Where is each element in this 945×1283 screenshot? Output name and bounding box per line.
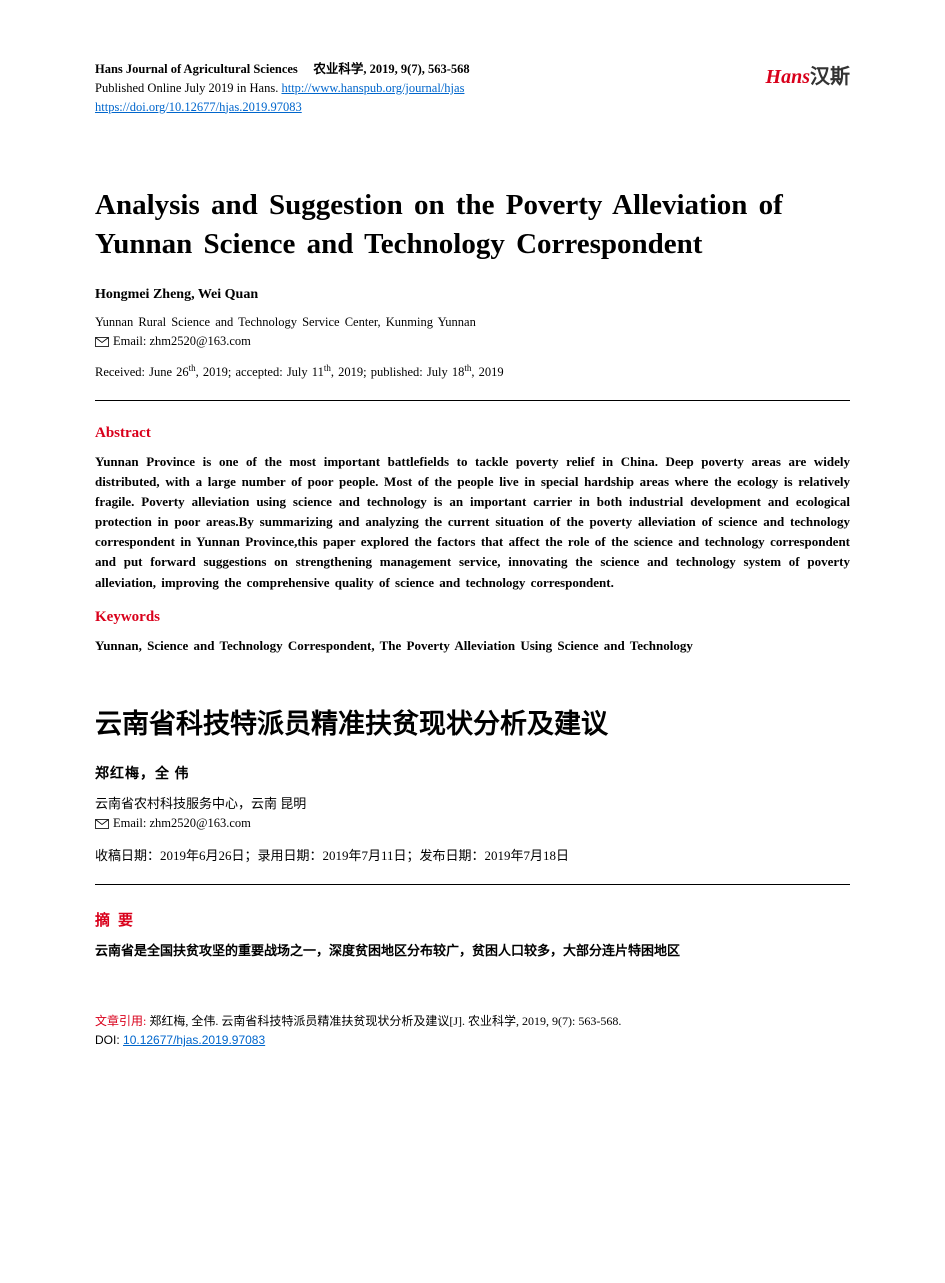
doi-label: DOI: <box>95 1033 123 1047</box>
published-label: , 2019; published: July 18 <box>331 365 465 379</box>
doi-line: https://doi.org/10.12677/hjas.2019.97083 <box>95 98 470 117</box>
cite-body: 郑红梅, 全伟. 云南省科技特派员精准扶贫现状分析及建议[J]. 农业科学, 2… <box>146 1014 621 1028</box>
doi-line-footer: DOI: 10.12677/hjas.2019.97083 <box>95 1031 850 1050</box>
article-title-en: Analysis and Suggestion on the Poverty A… <box>95 186 850 264</box>
divider-1 <box>95 400 850 401</box>
abstract-cn-heading: 摘要 <box>95 909 850 930</box>
mail-icon <box>95 818 109 828</box>
cite-label: 文章引用: <box>95 1014 146 1028</box>
header-meta: Hans Journal of Agricultural Sciences 农业… <box>95 60 470 116</box>
publication-line: Published Online July 2019 in Hans. http… <box>95 79 470 98</box>
email-row-cn: Email: zhm2520@163.com <box>95 816 850 831</box>
accepted-sup: th <box>324 363 331 373</box>
authors-en: Hongmei Zheng, Wei Quan <box>95 287 850 303</box>
page-header: Hans Journal of Agricultural Sciences 农业… <box>95 60 850 116</box>
abstract-text: Yunnan Province is one of the most impor… <box>95 452 850 593</box>
keywords-block: Keywords Yunnan, Science and Technology … <box>95 609 850 656</box>
email-row: Email: zhm2520@163.com <box>95 334 850 349</box>
doi-link-footer[interactable]: 10.12677/hjas.2019.97083 <box>123 1033 265 1047</box>
affiliation-cn: 云南省农村科技服务中心，云南 昆明 <box>95 793 850 812</box>
footer-citation: 文章引用: 郑红梅, 全伟. 云南省科技特派员精准扶贫现状分析及建议[J]. 农… <box>95 1012 850 1050</box>
accepted-label: , 2019; accepted: July 11 <box>196 365 324 379</box>
citation-line: 文章引用: 郑红梅, 全伟. 云南省科技特派员精准扶贫现状分析及建议[J]. 农… <box>95 1012 850 1031</box>
received-label: Received: June 26 <box>95 365 189 379</box>
dates-en: Received: June 26th, 2019; accepted: Jul… <box>95 363 850 380</box>
received-sup: th <box>189 363 196 373</box>
journal-url-link[interactable]: http://www.hanspub.org/journal/hjas <box>281 81 464 95</box>
journal-name-cn: 农业科学, 2019, 9(7), 563-568 <box>313 62 469 76</box>
logo-hans-text: Hans <box>766 66 810 88</box>
email-text: Email: zhm2520@163.com <box>113 334 251 349</box>
journal-line: Hans Journal of Agricultural Sciences 农业… <box>95 60 470 79</box>
publisher-logo: Hans汉斯 <box>766 60 850 89</box>
dates-tail: , 2019 <box>471 365 503 379</box>
doi-link[interactable]: https://doi.org/10.12677/hjas.2019.97083 <box>95 100 302 114</box>
affiliation-en: Yunnan Rural Science and Technology Serv… <box>95 315 850 330</box>
abstract-heading: Abstract <box>95 425 850 442</box>
mail-icon <box>95 336 109 346</box>
logo-cn-text: 汉斯 <box>810 66 850 88</box>
keywords-heading: Keywords <box>95 609 850 626</box>
authors-cn: 郑红梅，全 伟 <box>95 763 850 783</box>
abstract-cn-text: 云南省是全国扶贫攻坚的重要战场之一，深度贫困地区分布较广，贫困人口较多，大部分连… <box>95 940 850 962</box>
keywords-text: Yunnan, Science and Technology Correspon… <box>95 636 850 656</box>
journal-name-en: Hans Journal of Agricultural Sciences <box>95 62 298 76</box>
article-title-cn: 云南省科技特派员精准扶贫现状分析及建议 <box>95 702 850 741</box>
pub-text: Published Online July 2019 in Hans. <box>95 81 278 95</box>
dates-cn: 收稿日期：2019年6月26日；录用日期：2019年7月11日；发布日期：201… <box>95 845 850 864</box>
divider-2 <box>95 884 850 885</box>
email-text-cn: Email: zhm2520@163.com <box>113 816 251 831</box>
